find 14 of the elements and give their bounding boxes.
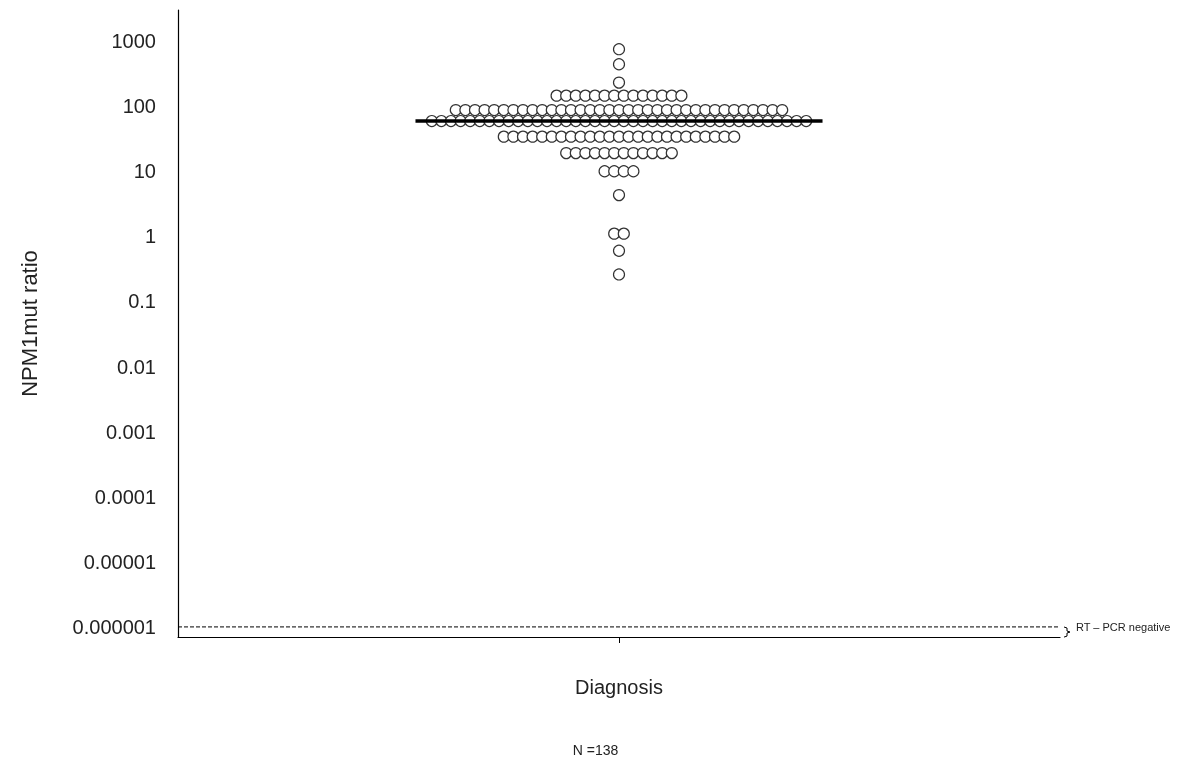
y-tick-label: 1	[144, 225, 156, 248]
y-tick-label: 100	[122, 95, 156, 118]
y-tick-label: 0.0001	[94, 485, 156, 508]
y-tick-label: 0.000001	[72, 615, 156, 638]
ref-line-label: RT – PCR negative	[1076, 620, 1171, 633]
y-tick-label: 0.1	[128, 290, 156, 313]
x-tick-label: Diagnosis	[575, 676, 663, 698]
y-tick-label: 10	[133, 160, 156, 183]
y-tick-label: 1000	[111, 30, 156, 53]
text: N =138	[572, 742, 619, 758]
y-tick-label: 0.00001	[83, 550, 156, 573]
y-tick-label: 0.01	[117, 355, 156, 378]
y-axis-title: NPM1mut ratio	[16, 250, 42, 397]
y-tick-label: 0.001	[105, 420, 156, 443]
